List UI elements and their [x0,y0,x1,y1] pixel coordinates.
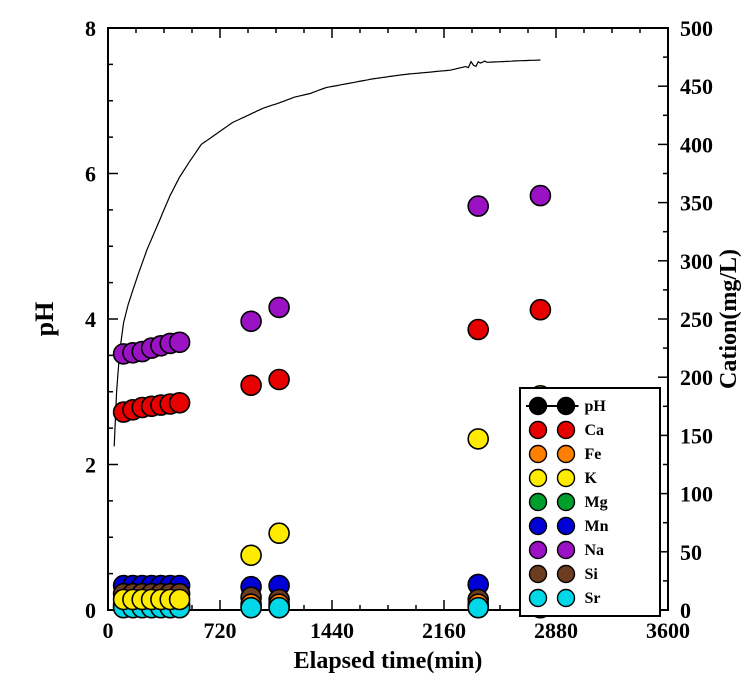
data-point [468,320,488,340]
legend-label: K [585,470,598,487]
y-left-tick-label: 8 [85,16,96,41]
data-point [530,186,550,206]
x-tick-label: 720 [204,618,237,643]
y-right-tick-label: 150 [680,423,713,448]
y-right-tick-label: 0 [680,598,691,623]
y-right-tick-label: 50 [680,540,702,565]
scatter-line-chart: 07201440216028803600Elapsed time(min)024… [0,0,756,680]
data-point [468,598,488,618]
data-point [269,598,289,618]
data-point [269,297,289,317]
x-tick-label: 1440 [310,618,354,643]
legend-label: Mn [585,518,609,535]
data-point [269,523,289,543]
data-point [468,429,488,449]
x-axis-label: Elapsed time(min) [294,648,483,674]
data-point [170,332,190,352]
data-point [269,370,289,390]
y-right-tick-label: 400 [680,132,713,157]
x-tick-label: 0 [103,618,114,643]
y-right-tick-label: 300 [680,249,713,274]
chart-container: 07201440216028803600Elapsed time(min)024… [0,0,756,680]
y-left-tick-label: 0 [85,598,96,623]
legend-label: Sr [585,590,601,607]
y-right-tick-label: 500 [680,16,713,41]
legend: pH Ca Fe K Mg Mn Na Si Sr [520,388,660,616]
data-point [241,598,261,618]
data-point [530,300,550,320]
y-left-axis-label: pH [30,302,59,337]
data-point [170,393,190,413]
legend-label: Si [585,566,599,583]
y-left-tick-label: 4 [85,307,96,332]
legend-label: Fe [585,446,602,463]
data-point [241,311,261,331]
y-right-tick-label: 250 [680,307,713,332]
legend-label: pH [585,398,607,415]
y-right-tick-label: 200 [680,365,713,390]
legend-label: Na [585,542,605,559]
legend-label: Mg [585,494,608,511]
y-right-tick-label: 100 [680,482,713,507]
data-point [241,375,261,395]
y-right-tick-label: 350 [680,191,713,216]
legend-label: Ca [585,422,605,439]
x-tick-label: 2880 [534,618,578,643]
x-tick-label: 2160 [422,618,466,643]
data-point [468,196,488,216]
y-left-tick-label: 2 [85,453,96,478]
data-point [241,545,261,565]
data-point [170,590,190,610]
y-left-tick-label: 6 [85,162,96,187]
y-right-tick-label: 450 [680,74,713,99]
y-right-axis-label: Cation(mg/L) [716,249,742,389]
